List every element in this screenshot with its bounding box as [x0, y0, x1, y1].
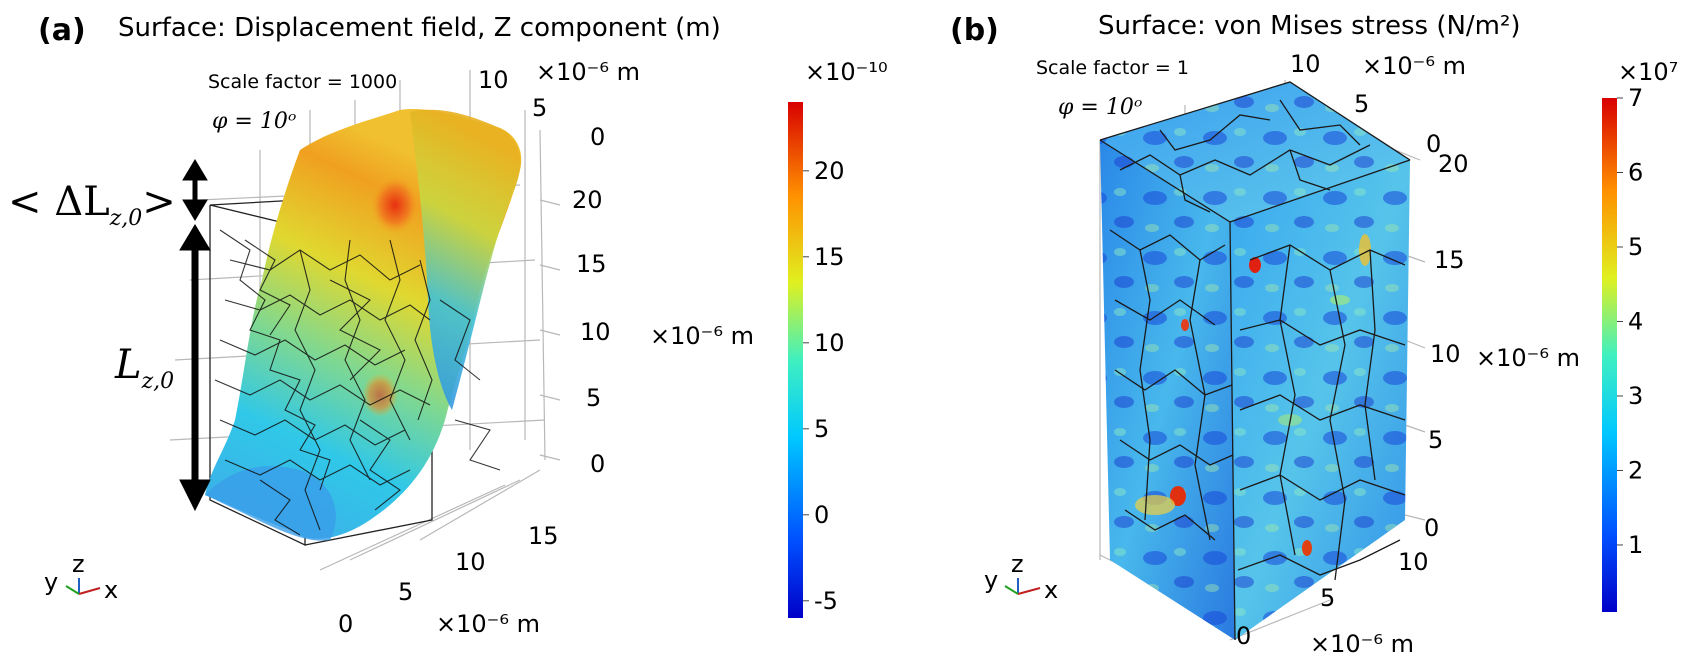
panel-a-hotspot	[370, 175, 420, 235]
tick-label: 15	[576, 250, 607, 278]
tick-label: 20	[572, 186, 603, 214]
panel-b-top-axis: 10 5 0 ×10⁻⁶ m	[1290, 50, 1466, 158]
triad-x: x	[1044, 576, 1058, 604]
colorbar-tick-label: 6	[1628, 158, 1643, 186]
triad-y: y	[984, 566, 998, 594]
panel-a-displacement-surface	[205, 109, 522, 541]
tick-label: 15	[1434, 246, 1465, 274]
panel-a-bottom-axis: 0 5 10 15 ×10⁻⁶ m	[338, 522, 559, 638]
axis-unit: ×10⁻⁶ m	[1476, 344, 1580, 372]
axis-unit: ×10⁻⁶ m	[650, 322, 754, 350]
colorbar-tick-label: 4	[1628, 307, 1643, 335]
tick-label: 10	[580, 318, 611, 346]
panel-b-label: (b)	[950, 13, 999, 48]
colorbar-tick-label: 20	[814, 157, 845, 185]
panel-b-right-axis: 20 15 10 5 0 ×10⁻⁶ m	[1424, 150, 1580, 542]
triad-z: z	[72, 550, 85, 578]
panel-a: (a) Surface: Displacement field, Z compo…	[8, 13, 888, 638]
tick-label: 0	[590, 450, 605, 478]
panel-a-mesh	[214, 229, 501, 536]
tick-label: 5	[398, 578, 413, 606]
colorbar-tick-label: 5	[814, 415, 829, 443]
panel-a-scale-factor: Scale factor = 1000	[208, 71, 397, 93]
tick-label: 10	[1430, 340, 1461, 368]
stress-hotspot	[1170, 486, 1186, 506]
panel-a-dimension-arrows	[179, 159, 211, 512]
colorbar-gradient	[788, 102, 803, 618]
tick-label: 5	[1354, 90, 1369, 118]
axis-unit: ×10⁻⁶ m	[1362, 52, 1466, 80]
colorbar-tick-label: 10	[814, 329, 845, 357]
tick-label: 0	[590, 123, 605, 151]
colorbar-tick-label: 2	[1628, 456, 1643, 484]
tick-label: 10	[1398, 548, 1429, 576]
tick-label: 0	[338, 610, 353, 638]
panel-b-scale-factor: Scale factor = 1	[1036, 57, 1189, 79]
tick-label: 15	[528, 522, 559, 550]
colorbar-tick-label: 0	[814, 501, 829, 529]
panel-b-title: Surface: von Mises stress (N/m²)	[1098, 11, 1521, 41]
triad-x: x	[104, 576, 118, 604]
arrow-down-icon	[182, 199, 208, 221]
colorbar-tick-label: 7	[1628, 84, 1643, 112]
panel-b: (b) Surface: von Mises stress (N/m²) Sca…	[950, 11, 1678, 658]
triad-z: z	[1011, 550, 1024, 578]
tick-label: 10	[1290, 50, 1321, 78]
panel-a-top-axis: 10 5 0 ×10⁻⁶ m	[478, 58, 640, 151]
panel-b-bottom-axis: 0 5 10 ×10⁻⁶ m	[1236, 548, 1429, 658]
colorbar-tick-label: 3	[1628, 382, 1643, 410]
tick-label: 0	[1424, 514, 1439, 542]
panel-a-right-axis: 20 15 10 5 0 ×10⁻⁶ m	[572, 186, 754, 478]
delta-length-label: < ΔLz,0>	[8, 179, 176, 231]
length-label: Lz,0	[114, 342, 174, 394]
tick-label: 5	[1320, 584, 1335, 612]
arrow-up-icon	[182, 159, 208, 181]
panel-a-colorbar: ×10⁻¹⁰ 20 15 10 5 0 -5	[788, 58, 888, 618]
colorbar-multiplier: ×10⁷	[1618, 58, 1678, 86]
tick-label: 0	[1426, 130, 1441, 158]
panel-b-axis-triad-icon: z x y	[984, 550, 1058, 604]
colorbar-tick-label: 15	[814, 243, 845, 271]
tick-label: 10	[455, 548, 486, 576]
colorbar-multiplier: ×10⁻¹⁰	[805, 58, 888, 86]
panel-b-grain-boundaries	[1099, 81, 1411, 641]
colorbar-tick-label: 1	[1628, 531, 1643, 559]
tick-label: 5	[586, 384, 601, 412]
tick-label: 5	[1428, 426, 1443, 454]
triad-y: y	[44, 568, 58, 596]
axis-unit: ×10⁻⁶ m	[536, 58, 640, 86]
panel-b-stress-box	[1100, 82, 1410, 640]
panel-b-colorbar: ×10⁷ 7 6 5 4 3 2 1	[1602, 58, 1678, 612]
axis-unit: ×10⁻⁶ m	[1310, 630, 1414, 658]
tick-label: 5	[532, 94, 547, 122]
panel-a-phi: φ = 10ᵒ	[212, 109, 296, 134]
panel-a-label: (a)	[38, 13, 86, 48]
colorbar-tick-label: -5	[814, 587, 838, 615]
axis-unit: ×10⁻⁶ m	[436, 610, 540, 638]
colorbar-gradient	[1602, 98, 1617, 612]
stress-hotspot	[1302, 540, 1312, 556]
colorbar-tick-label: 5	[1628, 233, 1643, 261]
arrow-up-icon	[179, 224, 211, 251]
panel-a-axis-triad-icon: z x y	[44, 550, 118, 604]
tick-label: 20	[1438, 150, 1469, 178]
panel-b-phi: φ = 10ᵒ	[1058, 95, 1142, 120]
tick-label: 10	[478, 66, 509, 94]
panel-a-title: Surface: Displacement field, Z component…	[118, 13, 721, 43]
arrow-down-icon	[179, 479, 211, 512]
stress-hotspot	[1249, 257, 1261, 273]
tick-label: 0	[1236, 622, 1251, 650]
